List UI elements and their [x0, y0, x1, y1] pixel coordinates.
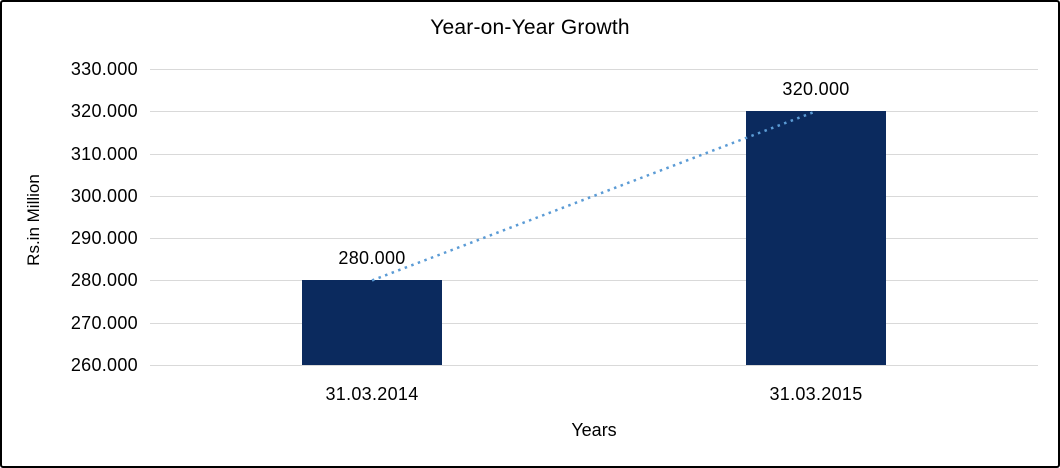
gridline — [150, 111, 1038, 113]
y-tick-label: 300.000 — [70, 185, 138, 206]
x-tick-label: 31.03.2014 — [325, 384, 419, 404]
bar[interactable] — [302, 280, 442, 365]
gridline — [150, 322, 1038, 324]
y-tick-label: 320.000 — [70, 101, 138, 122]
gridline — [150, 153, 1038, 155]
chart-title: Year-on-Year Growth — [430, 16, 630, 39]
y-tick-label: 330.000 — [70, 59, 138, 79]
x-axis-title: Years — [571, 420, 617, 440]
y-tick-label: 260.000 — [70, 355, 138, 375]
bar[interactable] — [746, 111, 886, 365]
gridline — [150, 280, 1038, 282]
y-tick-label: 290.000 — [70, 228, 138, 249]
x-tick-label: 31.03.2015 — [769, 384, 863, 404]
gridline — [150, 69, 1038, 70]
gridline — [150, 195, 1038, 197]
gridline — [150, 365, 1038, 366]
y-tick-label: 310.000 — [70, 143, 138, 164]
bar-value-label: 280.000 — [338, 248, 406, 269]
y-tick-label: 270.000 — [70, 312, 138, 333]
bar-value-label: 320.000 — [782, 79, 850, 100]
y-tick-label: 280.000 — [70, 270, 138, 291]
gridline — [150, 238, 1038, 240]
